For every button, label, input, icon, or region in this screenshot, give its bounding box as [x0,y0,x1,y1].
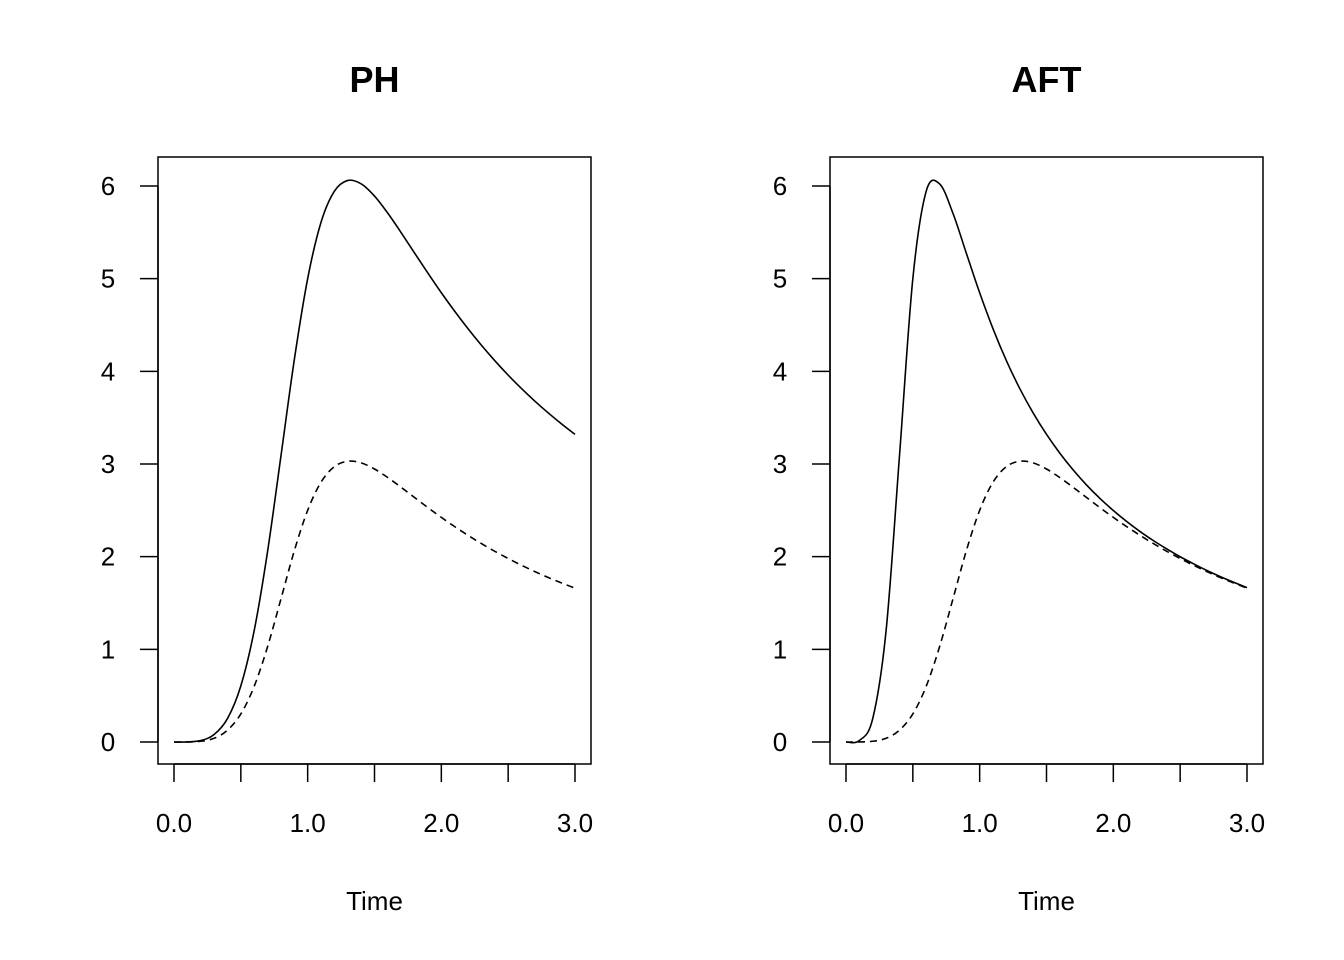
x-tick-label: 0.0 [156,808,192,838]
y-tick-label: 4 [101,356,115,386]
solid-series-line [173,179,576,743]
x-tick-label: 2.0 [423,808,459,838]
y-tick-label: 6 [101,171,115,201]
y-tick-label: 4 [773,356,787,386]
y-tick-label: 2 [773,542,787,572]
y-tick-label: 3 [773,449,787,479]
y-tick-label: 5 [773,264,787,294]
x-tick-label: 1.0 [290,808,326,838]
chart-title: PH [349,59,399,100]
y-tick-label: 0 [773,727,787,757]
y-tick-label: 0 [101,727,115,757]
y-tick-label: 1 [773,634,787,664]
y-tick-label: 3 [101,449,115,479]
y-tick-label: 5 [101,264,115,294]
plot-frame [157,156,592,765]
dashed-series-line [173,460,576,743]
y-tick-label: 1 [101,634,115,664]
dashed-series-line [845,460,1248,743]
x-tick-label: 3.0 [557,808,593,838]
x-tick-label: 3.0 [1229,808,1265,838]
x-axis-label: Time [346,886,403,916]
x-axis-label: Time [1018,886,1075,916]
chart-title: AFT [1012,59,1082,100]
plot-frame [829,156,1264,765]
x-tick-label: 2.0 [1095,808,1131,838]
solid-series-line [845,179,1248,744]
x-tick-label: 1.0 [962,808,998,838]
y-tick-label: 2 [101,542,115,572]
y-tick-label: 6 [773,171,787,201]
x-tick-label: 0.0 [828,808,864,838]
